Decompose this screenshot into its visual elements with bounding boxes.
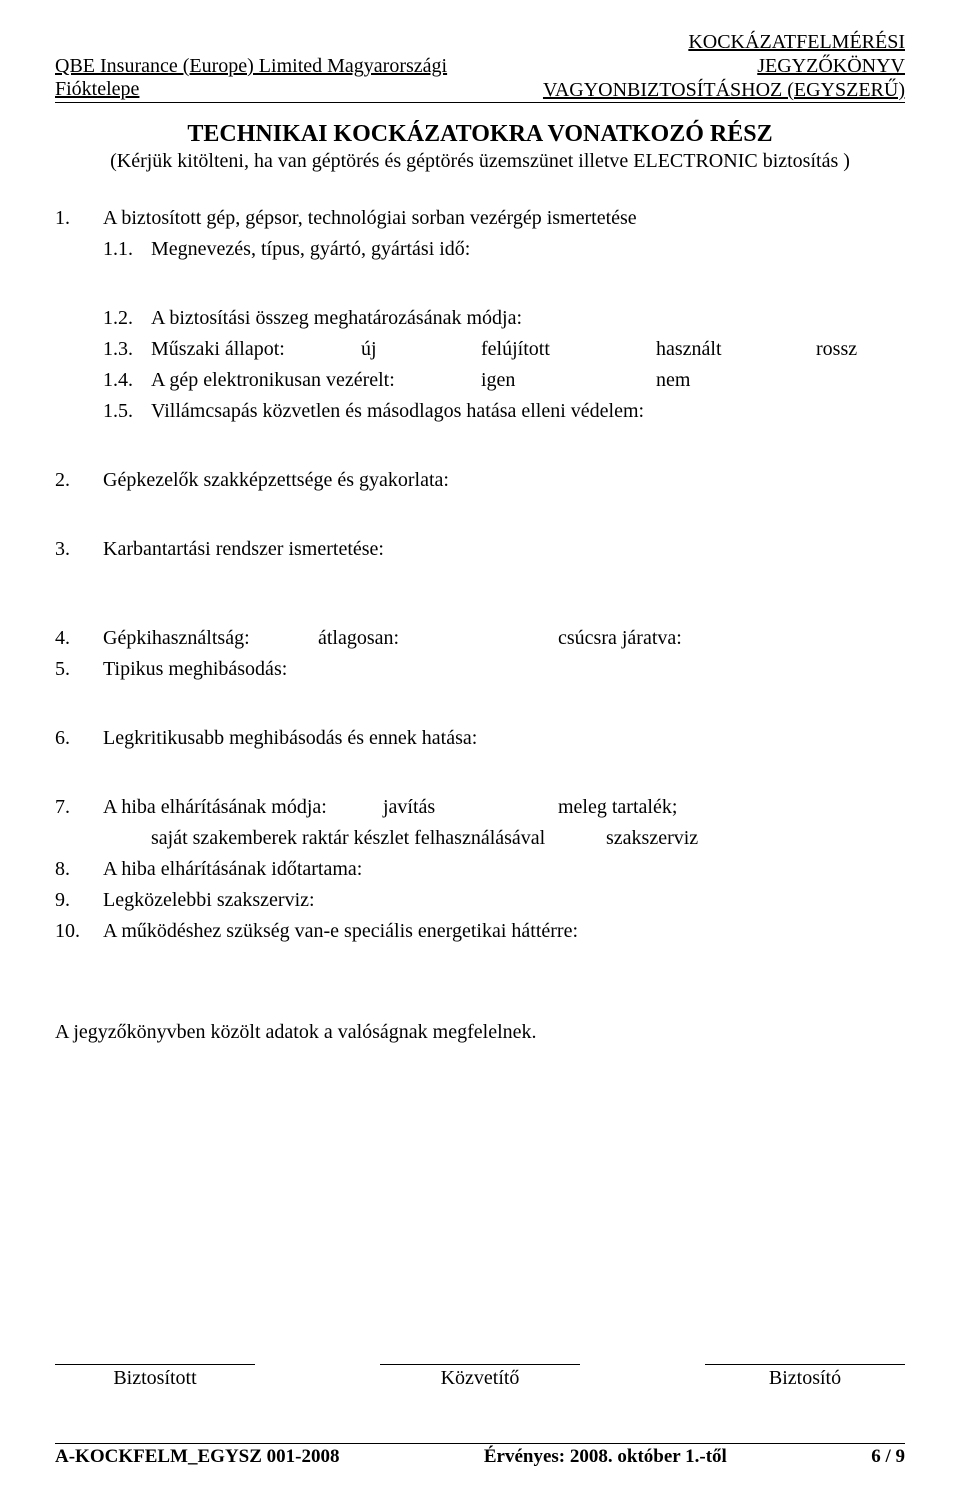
footer-right: 6 / 9 — [871, 1446, 905, 1468]
row-4: Gépkihasználtság: átlagosan: csúcsra jár… — [103, 623, 905, 654]
item-5: 5. Tipikus meghibásodás: — [55, 654, 905, 685]
page: QBE Insurance (Europe) Limited Magyarors… — [0, 0, 960, 1500]
declaration: A jegyzőkönyvben közölt adatok a valóság… — [55, 1017, 905, 1048]
item-10: 10. A működéshez szükség van-e speciális… — [55, 916, 905, 947]
num-1-4: 1.4. — [103, 365, 151, 396]
opt-1-3-d: rossz — [816, 334, 857, 365]
signature-line — [705, 1364, 905, 1365]
page-footer: A-KOCKFELM_EGYSZ 001-2008 Érvényes: 2008… — [55, 1443, 905, 1468]
text-10: A működéshez szükség van-e speciális ene… — [103, 916, 905, 947]
footer-left: A-KOCKFELM_EGYSZ 001-2008 — [55, 1446, 339, 1468]
opt-7-a: javítás — [383, 792, 558, 823]
num-8: 8. — [55, 854, 103, 885]
item-3: 3. Karbantartási rendszer ismertetése: — [55, 534, 905, 565]
num-1: 1. — [55, 203, 103, 234]
label-4: Gépkihasználtság: — [103, 623, 318, 654]
opt-7-b: meleg tartalék; — [558, 792, 677, 823]
text-8: A hiba elhárításának időtartama: — [103, 854, 905, 885]
text-2: Gépkezelők szakképzettsége és gyakorlata… — [103, 465, 905, 496]
label-1-4: A gép elektronikusan vezérelt: — [151, 365, 481, 396]
num-1-1: 1.1. — [103, 234, 151, 265]
opt-1-3-c: használt — [656, 334, 816, 365]
item-7-line2: saját szakemberek raktár készlet felhasz… — [55, 823, 905, 854]
item-9: 9. Legközelebbi szakszerviz: — [55, 885, 905, 916]
signature-line — [380, 1364, 580, 1365]
signature-intermediary: Közvetítő — [380, 1364, 580, 1390]
text-3: Karbantartási rendszer ismertetése: — [103, 534, 905, 565]
num-4: 4. — [55, 623, 103, 654]
text-1-2: A biztosítási összeg meghatározásának mó… — [151, 303, 905, 334]
opt-1-4-a: igen — [481, 365, 656, 396]
row-7-line2: saját szakemberek raktár készlet felhasz… — [103, 823, 905, 854]
item-2: 2. Gépkezelők szakképzettsége és gyakorl… — [55, 465, 905, 496]
signature-insurer-label: Biztosító — [705, 1367, 905, 1390]
num-7: 7. — [55, 792, 103, 823]
item-7: 7. A hiba elhárításának módja: javítás m… — [55, 792, 905, 823]
header-right-line2: VAGYONBIZTOSÍTÁSHOZ (EGYSZERŰ) — [536, 78, 905, 102]
num-9: 9. — [55, 885, 103, 916]
footer-center: Érvényes: 2008. október 1.-től — [484, 1446, 727, 1468]
text-1-1: Megnevezés, típus, gyártó, gyártási idő: — [151, 234, 905, 265]
num-5: 5. — [55, 654, 103, 685]
item-1-5: 1.5. Villámcsapás közvetlen és másodlago… — [103, 396, 905, 427]
signature-intermediary-label: Közvetítő — [380, 1367, 580, 1390]
label-7: A hiba elhárításának módja: — [103, 792, 383, 823]
signature-row: Biztosított Közvetítő Biztosító — [55, 1364, 905, 1390]
num-1-5: 1.5. — [103, 396, 151, 427]
form-body: 1. A biztosított gép, gépsor, technológi… — [55, 203, 905, 1048]
page-header: QBE Insurance (Europe) Limited Magyarors… — [55, 30, 905, 103]
text-1-5: Villámcsapás közvetlen és másodlagos hat… — [151, 396, 905, 427]
item-1-4: 1.4. A gép elektronikusan vezérelt: igen… — [103, 365, 905, 396]
item-1-1: 1.1. Megnevezés, típus, gyártó, gyártási… — [103, 234, 905, 265]
text-5: Tipikus meghibásodás: — [103, 654, 905, 685]
signature-insured-label: Biztosított — [55, 1367, 255, 1390]
signature-insurer: Biztosító — [705, 1364, 905, 1390]
row-1-3: Műszaki állapot: új felújított használt … — [151, 334, 905, 365]
item-1-2: 1.2. A biztosítási összeg meghatározásán… — [103, 303, 905, 334]
signature-line — [55, 1364, 255, 1365]
item-4: 4. Gépkihasználtság: átlagosan: csúcsra … — [55, 623, 905, 654]
text-6: Legkritikusabb meghibásodás és ennek hat… — [103, 723, 905, 754]
num-6: 6. — [55, 723, 103, 754]
num-2: 2. — [55, 465, 103, 496]
row-7: A hiba elhárításának módja: javítás mele… — [103, 792, 905, 823]
opt-4-b: csúcsra járatva: — [558, 623, 682, 654]
num-1-3: 1.3. — [103, 334, 151, 365]
opt-1-3-b: felújított — [481, 334, 656, 365]
header-right-line1: KOCKÁZATFELMÉRÉSI JEGYZŐKÖNYV — [536, 30, 905, 78]
opt-7-line2a: saját szakemberek raktár készlet felhasz… — [151, 823, 606, 854]
row-1-4: A gép elektronikusan vezérelt: igen nem — [151, 365, 905, 396]
num-10: 10. — [55, 916, 103, 947]
item-1-3: 1.3. Műszaki állapot: új felújított hasz… — [103, 334, 905, 365]
opt-4-a: átlagosan: — [318, 623, 558, 654]
label-1-3: Műszaki állapot: — [151, 334, 361, 365]
num-3: 3. — [55, 534, 103, 565]
signature-insured: Biztosított — [55, 1364, 255, 1390]
opt-7-line2b: szakszerviz — [606, 823, 698, 854]
section-subtitle: (Kérjük kitölteni, ha van géptörés és gé… — [55, 150, 905, 173]
text-9: Legközelebbi szakszerviz: — [103, 885, 905, 916]
opt-1-3-a: új — [361, 334, 481, 365]
header-left: QBE Insurance (Europe) Limited Magyarors… — [55, 55, 536, 102]
text-1: A biztosított gép, gépsor, technológiai … — [103, 203, 905, 234]
num-1-2: 1.2. — [103, 303, 151, 334]
header-right: KOCKÁZATFELMÉRÉSI JEGYZŐKÖNYV VAGYONBIZT… — [536, 30, 905, 102]
item-8: 8. A hiba elhárításának időtartama: — [55, 854, 905, 885]
item-6: 6. Legkritikusabb meghibásodás és ennek … — [55, 723, 905, 754]
section-title: TECHNIKAI KOCKÁZATOKRA VONATKOZÓ RÉSZ — [55, 121, 905, 148]
opt-1-4-b: nem — [656, 365, 816, 396]
item-1: 1. A biztosított gép, gépsor, technológi… — [55, 203, 905, 234]
